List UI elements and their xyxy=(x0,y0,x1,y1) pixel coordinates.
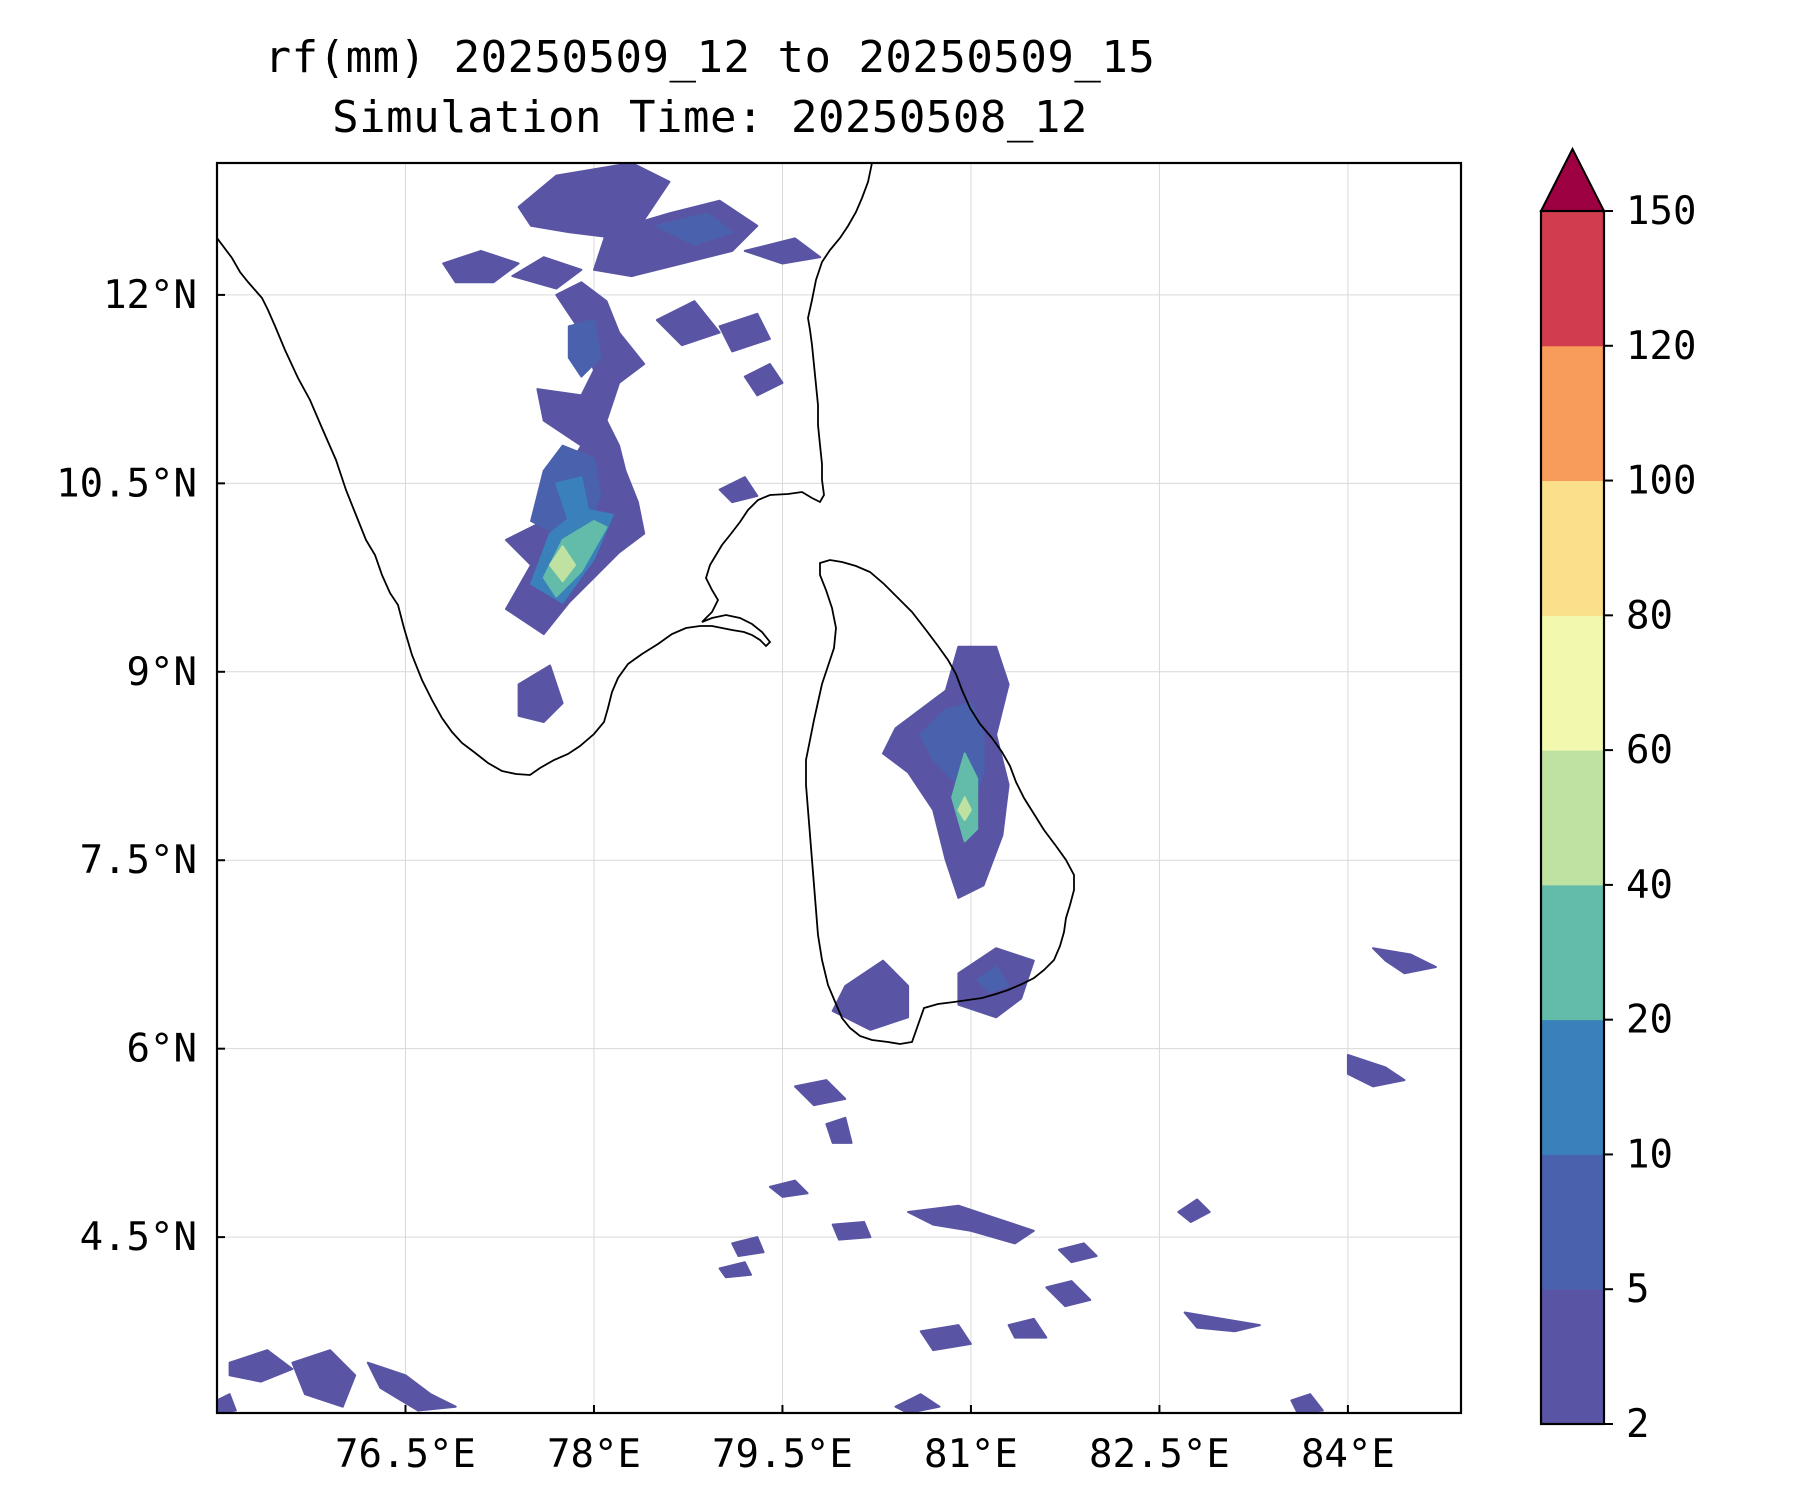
rain-cell xyxy=(655,212,734,246)
x-tick-label: 79.5°E xyxy=(712,1432,853,1477)
colorbar-tick-label: 10 xyxy=(1626,1132,1673,1177)
y-tick-label: 6°N xyxy=(127,1027,197,1072)
map-frame xyxy=(215,161,1463,1415)
y-tick-label: 7.5°N xyxy=(80,838,197,883)
rain-cell xyxy=(1290,1393,1324,1413)
colorbar-tick-label: 60 xyxy=(1626,728,1673,773)
coastline-india xyxy=(217,163,873,776)
colorbar-tick-label: 20 xyxy=(1626,998,1673,1043)
colorbar-segment xyxy=(1541,750,1604,886)
rain-cell xyxy=(567,319,602,378)
rain-cell xyxy=(768,1179,809,1198)
map-title-line2: Simulation Time: 20250508_12 xyxy=(332,92,1088,143)
colorbar-tick-label: 150 xyxy=(1626,189,1696,234)
rain-cell xyxy=(366,1361,457,1412)
colorbar-extend-arrow xyxy=(1539,146,1606,212)
colorbar-tick-label: 2 xyxy=(1626,1402,1649,1447)
y-tick-label: 9°N xyxy=(127,650,197,695)
rain-cell xyxy=(718,476,759,504)
rain-cell xyxy=(794,1079,847,1107)
rain-cell xyxy=(718,1261,752,1279)
rain-cell xyxy=(957,796,972,821)
colorbar-segment xyxy=(1541,211,1604,347)
rain-cell xyxy=(291,1349,357,1408)
y-tick-label: 10.5°N xyxy=(56,461,197,506)
y-tick-label: 4.5°N xyxy=(80,1215,197,1260)
rainfall-contours xyxy=(217,163,1437,1413)
rain-cell xyxy=(1372,947,1437,975)
rain-cell xyxy=(1183,1311,1261,1333)
rain-cell xyxy=(831,1221,872,1241)
colorbar-tick-label: 120 xyxy=(1626,324,1696,369)
colorbar-segment xyxy=(1541,884,1604,1021)
rain-cell xyxy=(731,1236,765,1257)
rain-cell xyxy=(894,1393,941,1413)
colorbar-frame xyxy=(1539,209,1606,1426)
colorbar-segment xyxy=(1541,1019,1604,1155)
rain-cell xyxy=(718,312,771,353)
rain-cell xyxy=(919,1324,972,1352)
x-tick-label: 78°E xyxy=(547,1432,641,1477)
rain-cell xyxy=(1346,1054,1406,1088)
coastline-sri-lanka xyxy=(805,559,1075,1045)
colorbar-tick-label: 40 xyxy=(1626,863,1673,908)
colorbar-segment xyxy=(1541,480,1604,616)
x-tick-label: 81°E xyxy=(924,1432,1018,1477)
rain-cell xyxy=(743,363,784,397)
x-tick-label: 84°E xyxy=(1301,1432,1395,1477)
rain-cell xyxy=(655,300,721,347)
rain-cell xyxy=(517,163,671,240)
rain-cell xyxy=(1045,1280,1092,1308)
longitude-ticks: 76.5°E 78°E 79.5°E 81°E 82.5°E 84°E xyxy=(335,1405,1395,1477)
colorbar-segment xyxy=(1541,615,1604,751)
rain-cell xyxy=(517,664,564,723)
rain-cell xyxy=(743,237,822,265)
x-tick-label: 76.5°E xyxy=(335,1432,476,1477)
colorbar-segment xyxy=(1541,345,1604,482)
rain-cell xyxy=(511,256,583,290)
rain-cell xyxy=(976,966,1010,994)
rain-cell xyxy=(442,249,520,284)
rain-cell xyxy=(549,545,577,583)
colorbar-segment xyxy=(1541,1289,1604,1425)
map-title-line1: rf(mm) 20250509_12 to 20250509_15 xyxy=(264,32,1156,83)
rain-cell xyxy=(217,1393,237,1413)
colorbar-tick-label: 80 xyxy=(1626,593,1673,638)
rain-cell xyxy=(831,959,910,1031)
rain-cell xyxy=(825,1116,853,1144)
colorbar: 2 5 10 20 40 60 80 100 120 150 xyxy=(1539,146,1696,1447)
map-background xyxy=(217,163,1461,1413)
rain-cell xyxy=(907,1204,1035,1245)
rain-cell xyxy=(228,1349,294,1383)
rain-cell xyxy=(1057,1242,1098,1264)
rain-cell xyxy=(1007,1317,1048,1339)
colorbar-segment xyxy=(1541,1154,1604,1290)
colorbar-tick-label: 5 xyxy=(1626,1267,1649,1312)
colorbar-tick-label: 100 xyxy=(1626,459,1696,504)
coastlines xyxy=(217,163,1075,1045)
y-tick-label: 12°N xyxy=(103,273,197,318)
x-tick-label: 82.5°E xyxy=(1089,1432,1230,1477)
latitude-ticks: 12°N 10.5°N 9°N 7.5°N 6°N 4.5°N xyxy=(56,273,225,1260)
rain-cell xyxy=(1177,1198,1211,1223)
